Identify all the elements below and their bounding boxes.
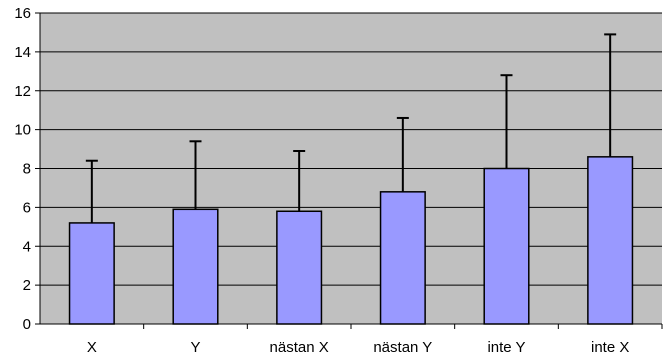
y-tick-label: 6: [23, 199, 31, 216]
bar: [68, 222, 115, 325]
y-tick-label: 12: [14, 83, 31, 100]
y-tick-label: 4: [23, 238, 31, 255]
y-tick-label: 10: [14, 122, 31, 139]
bar: [172, 208, 219, 325]
y-tick-label: 14: [14, 44, 31, 61]
bar: [276, 210, 323, 325]
y-tick-label: 8: [23, 161, 31, 178]
x-tick-label: inte X: [591, 339, 629, 356]
y-tick-label: 0: [23, 316, 31, 333]
x-tick-label: Y: [190, 339, 200, 356]
x-tick-label: nästan Y: [373, 339, 432, 356]
x-tick-label: X: [87, 339, 97, 356]
y-tick-label: 2: [23, 277, 31, 294]
bar: [483, 167, 530, 325]
bar: [587, 156, 634, 325]
bar: [379, 191, 426, 325]
x-tick-label: nästan X: [270, 339, 329, 356]
x-tick-label: inte Y: [487, 339, 525, 356]
y-tick-label: 16: [14, 5, 31, 22]
